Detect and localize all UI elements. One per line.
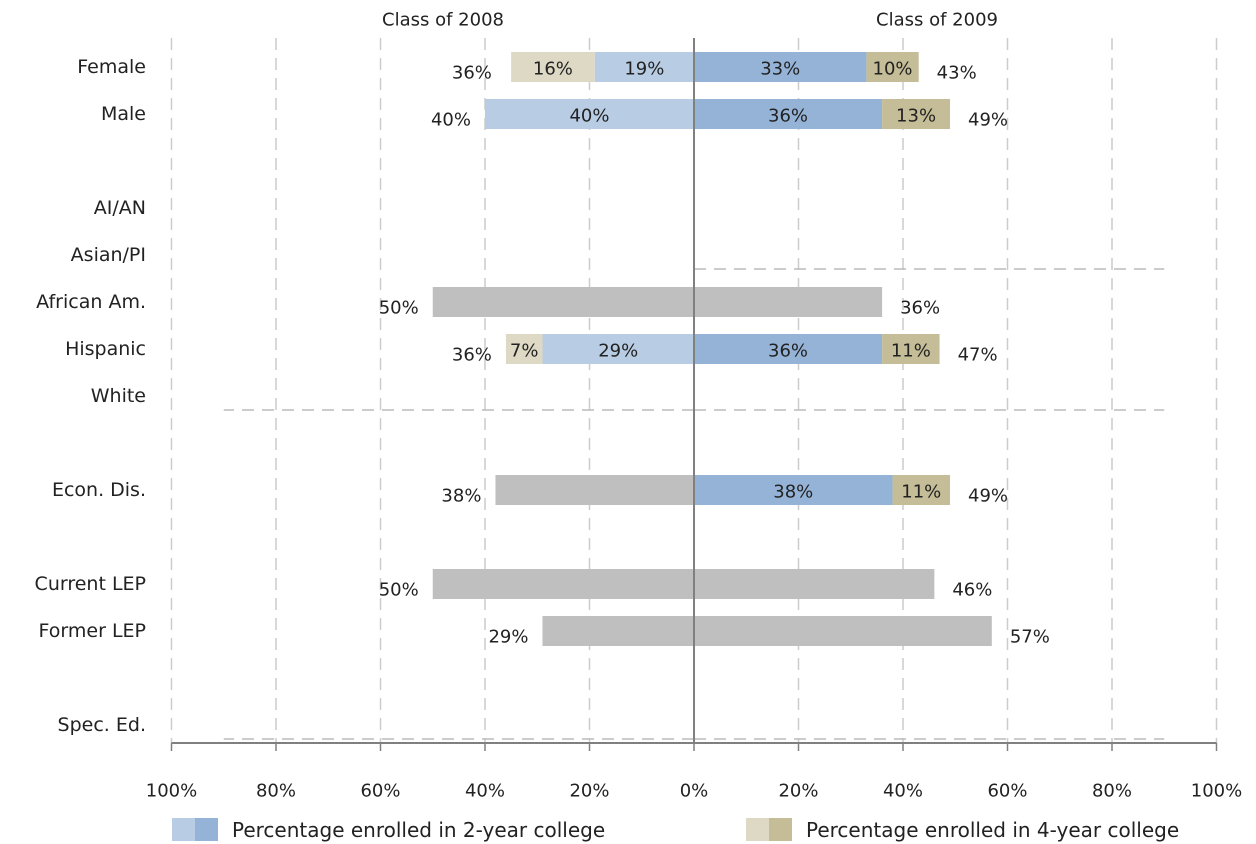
category-label: Female [77,56,146,78]
category-label: Spec. Ed. [58,714,146,736]
total-label-left: 40% [431,110,471,131]
bar-label-2yr: 36% [768,106,808,127]
bar-gray-left [432,569,694,599]
bar-2yr-left [594,52,694,82]
total-label-left: 50% [379,298,419,319]
axes [170,38,1218,751]
bar-gray-left [542,616,694,646]
category-label: Former LEP [39,620,146,642]
legend-label: Percentage enrolled in 4-year college [806,818,1179,842]
bar-label-2yr: 29% [598,341,638,362]
bar-gray-right [694,569,935,599]
category-label: African Am. [36,291,146,313]
bar-2yr-right [694,475,893,505]
total-label-right: 57% [1010,627,1050,648]
bar-label-4yr: 16% [533,59,573,80]
panel-title-2008: Class of 2008 [382,10,504,31]
x-tick-label: 80% [256,781,296,802]
category-label: Male [101,103,146,125]
x-tick-label: 20% [569,781,609,802]
legend-swatch [746,818,769,841]
category-label: Econ. Dis. [52,479,146,501]
category-label: Current LEP [35,573,146,595]
x-tick-label: 20% [778,781,818,802]
bar-4yr-left [505,334,543,364]
bar-label-4yr: 7% [510,341,539,362]
bar-gray-left [495,475,694,505]
bar-2yr-left [485,99,694,129]
legend-label: Percentage enrolled in 2-year college [232,818,605,842]
bar-2yr-right [694,334,883,364]
labels: Class of 2008 Class of 2009 Female 19% 16% 36… [35,10,1243,802]
total-label-right: 46% [952,580,992,601]
total-label-left: 38% [441,486,481,507]
total-label-right: 49% [968,110,1008,131]
total-label-right: 47% [958,345,998,366]
x-tick-label: 100% [146,781,197,802]
bar-label-2yr: 40% [569,106,609,127]
bar-gray-right [694,616,992,646]
x-tick-label: 40% [883,781,923,802]
bar-label-2yr: 36% [768,341,808,362]
bar-label-4yr: 13% [896,106,936,127]
category-label: Hispanic [65,338,146,360]
legend-swatch [195,818,218,841]
panel-title-2009: Class of 2009 [876,10,998,31]
bar-4yr-right [882,334,940,364]
total-label-left: 50% [379,580,419,601]
category-label: AI/AN [94,197,146,219]
bar-4yr-right [882,99,951,129]
category-label: White [91,385,146,407]
total-label-right: 43% [937,63,977,84]
x-tick-label: 80% [1092,781,1132,802]
x-tick-label: 60% [360,781,400,802]
bar-gray-right [694,287,883,317]
legend: Percentage enrolled in 2-year college Per… [172,818,1179,842]
bars [223,52,1165,740]
bar-label-2yr: 19% [624,59,664,80]
legend-swatch [172,818,195,841]
category-label: Asian/PI [71,244,146,266]
bar-label-4yr: 10% [873,59,913,80]
bar-gray-left [432,287,694,317]
bar-4yr-right [892,475,951,505]
bar-label-4yr: 11% [891,341,931,362]
x-tick-label: 100% [1191,781,1242,802]
x-tick-label: 40% [465,781,505,802]
total-label-left: 36% [452,345,492,366]
bar-label-2yr: 33% [760,59,800,80]
bar-4yr-right [866,52,919,82]
x-tick-label: 60% [987,781,1027,802]
bar-2yr-right [694,52,867,82]
legend-swatch [769,818,792,841]
bar-4yr-left [511,52,595,82]
bar-label-2yr: 38% [773,482,813,503]
total-label-left: 36% [452,63,492,84]
bar-2yr-left [542,334,694,364]
bar-label-4yr: 11% [901,482,941,503]
x-tick-label: 0% [680,781,709,802]
bar-2yr-right [694,99,883,129]
total-label-left: 29% [488,627,528,648]
total-label-right: 36% [900,298,940,319]
total-label-right: 49% [968,486,1008,507]
